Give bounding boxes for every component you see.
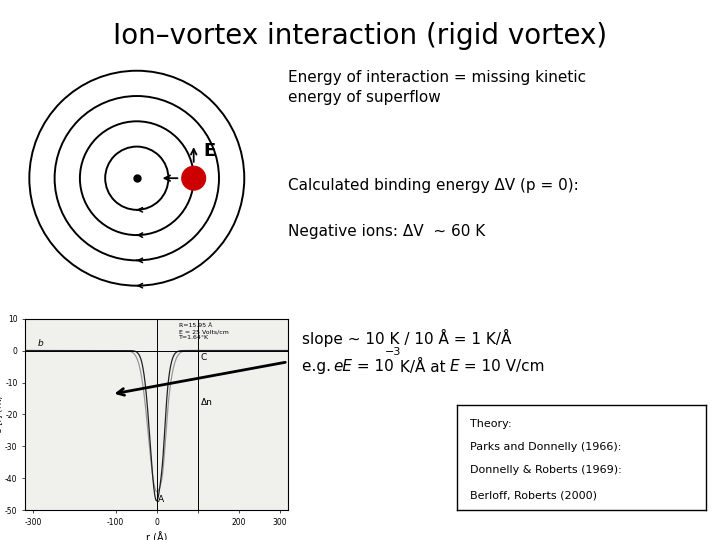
Text: Donnelly & Roberts (1969):: Donnelly & Roberts (1969): (469, 465, 621, 475)
X-axis label: r (Å): r (Å) (146, 532, 167, 540)
Text: E: E (449, 359, 459, 374)
Text: Energy of interaction = missing kinetic
energy of superflow: Energy of interaction = missing kinetic … (288, 70, 586, 105)
Text: = 10: = 10 (352, 359, 394, 374)
Text: = 10 V/cm: = 10 V/cm (459, 359, 544, 374)
Text: Δn: Δn (201, 398, 213, 407)
Text: Negative ions: ΔV  ~ 60 K: Negative ions: ΔV ~ 60 K (288, 224, 485, 239)
Text: eE: eE (333, 359, 352, 374)
Text: E: E (203, 141, 215, 159)
Text: C: C (201, 353, 207, 362)
Text: Theory:: Theory: (469, 419, 511, 429)
Text: Berloff, Roberts (2000): Berloff, Roberts (2000) (469, 490, 597, 501)
Circle shape (182, 166, 205, 190)
Text: Calculated binding energy ΔV (p = 0):: Calculated binding energy ΔV (p = 0): (288, 178, 579, 193)
Text: Ion–vortex interaction (rigid vortex): Ion–vortex interaction (rigid vortex) (113, 22, 607, 50)
Y-axis label: e-[r] (?K): e-[r] (?K) (0, 396, 4, 433)
Text: b: b (37, 339, 43, 348)
Text: −3: −3 (384, 347, 401, 357)
Text: K/Å at: K/Å at (395, 359, 450, 375)
Text: A: A (158, 495, 164, 504)
Text: Parks and Donnelly (1966):: Parks and Donnelly (1966): (469, 442, 621, 452)
Text: e.g.: e.g. (302, 359, 336, 374)
Text: R=15.95 Å
E = 25 Volts/cm
T=1.64°K: R=15.95 Å E = 25 Volts/cm T=1.64°K (179, 323, 229, 340)
Text: slope ~ 10 K / 10 Å = 1 K/Å: slope ~ 10 K / 10 Å = 1 K/Å (302, 329, 512, 347)
